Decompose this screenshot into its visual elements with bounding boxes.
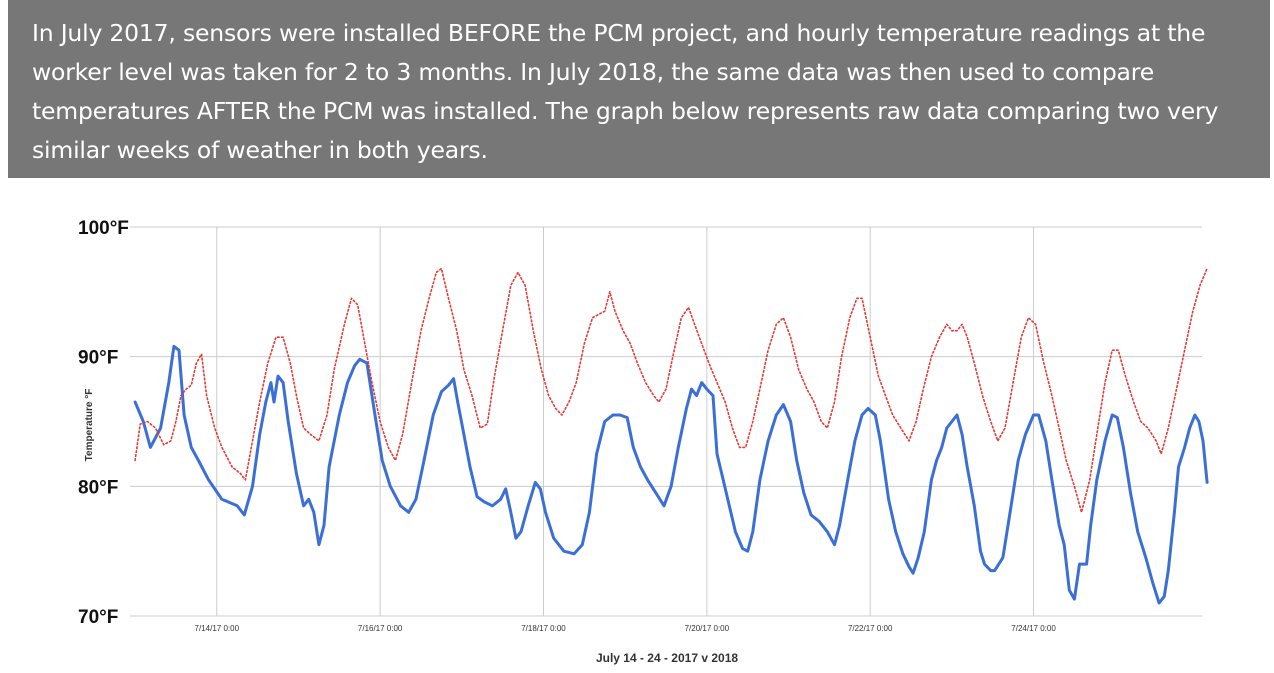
x-tick-label-1: 7/16/17 0:00 [358, 624, 403, 633]
x-tick-label-5: 7/24/17 0:00 [1011, 624, 1056, 633]
y-tick-label-0: 100°F [78, 218, 129, 239]
x-tick-label-3: 7/20/17 0:00 [685, 624, 730, 633]
x-axis-title: July 14 - 24 - 2017 v 2018 [596, 651, 738, 665]
y-axis-ticks: 100°F 90°F 80°F 70°F [78, 218, 129, 628]
y-tick-label-1: 90°F [78, 348, 118, 369]
x-tick-label-4: 7/22/17 0:00 [848, 624, 893, 633]
temperature-chart: 100°F 90°F 80°F 70°F 7/14/17 0:00 7/16/17 0:… [0, 180, 1274, 673]
x-tick-label-0: 7/14/17 0:00 [195, 624, 240, 633]
y-tick-label-2: 80°F [78, 477, 118, 498]
x-axis-ticks: 7/14/17 0:00 7/16/17 0:00 7/18/17 0:00 7/20… [195, 624, 1057, 633]
caption-banner: In July 2017, sensors were installed BEF… [8, 0, 1270, 178]
x-tick-label-2: 7/18/17 0:00 [521, 624, 566, 633]
series-line-2017 [133, 344, 1209, 605]
series-group [133, 267, 1209, 605]
series-line-2018 [134, 267, 1208, 514]
caption-text: In July 2017, sensors were installed BEF… [32, 19, 1219, 164]
chart-svg: 100°F 90°F 80°F 70°F 7/14/17 0:00 7/16/17 0:… [78, 218, 1209, 665]
y-axis-title: Temperature °F [84, 389, 95, 462]
y-tick-label-3: 70°F [78, 607, 118, 628]
